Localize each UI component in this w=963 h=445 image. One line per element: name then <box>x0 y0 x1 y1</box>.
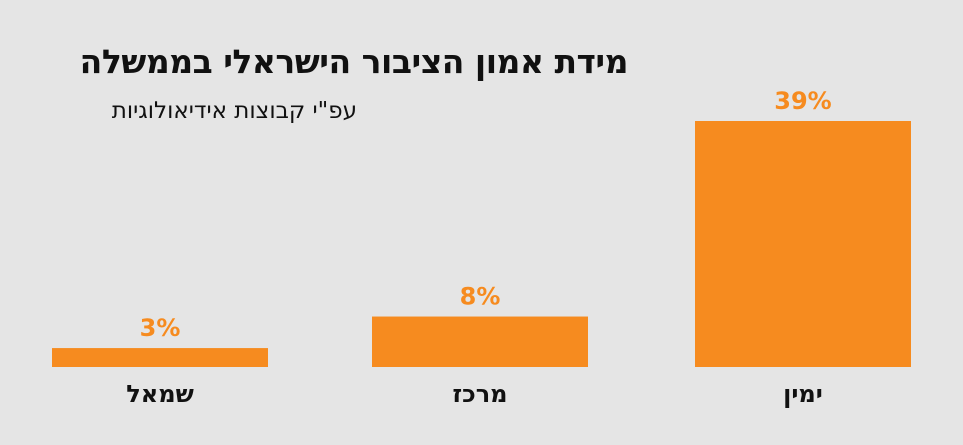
value-label-1: 39% <box>774 87 831 115</box>
bar-1 <box>695 121 911 367</box>
chart-subtitle: עפ"י קבוצות אידיאולוגיות <box>111 98 357 124</box>
value-label-2: 8% <box>460 283 501 311</box>
bar-2 <box>372 316 588 367</box>
category-label-2: מרכז <box>452 380 507 408</box>
value-label-3: 3% <box>140 314 181 342</box>
category-label-1: ימין <box>783 380 823 408</box>
bar-3 <box>52 348 268 367</box>
chart-title: מידת אמון הציבור הישראלי בממשלה <box>79 42 629 81</box>
category-label-3: שמאל <box>126 380 194 408</box>
